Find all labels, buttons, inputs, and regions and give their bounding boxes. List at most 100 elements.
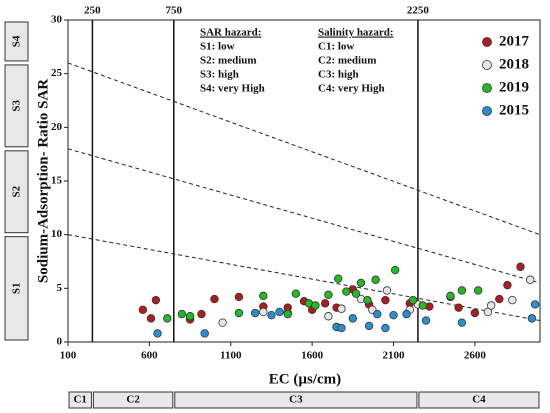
data-point xyxy=(275,307,284,317)
x-tick-label: 1600 xyxy=(301,350,324,362)
sar-class-box xyxy=(4,150,29,234)
salinity-class-label: C4 xyxy=(472,394,486,406)
data-point xyxy=(320,299,330,308)
data-point xyxy=(138,305,148,314)
boundary-line xyxy=(67,234,541,322)
data-point xyxy=(333,274,343,283)
x-axis-title: EC (µs/cm) xyxy=(269,371,341,387)
data-point xyxy=(389,310,398,320)
data-point xyxy=(153,329,162,338)
data-point xyxy=(418,301,428,310)
data-point xyxy=(151,295,161,305)
sar-class-label: S4 xyxy=(11,35,23,47)
legend-label: 2017 xyxy=(499,33,530,49)
x-tick-label: 2100 xyxy=(383,350,406,362)
data-point xyxy=(408,295,418,305)
data-point xyxy=(495,294,504,304)
hazard-item: C4: very High xyxy=(318,83,385,95)
sar-class-label: S2 xyxy=(11,185,23,197)
salinity-class-box xyxy=(68,391,92,409)
data-point xyxy=(218,318,227,327)
hazard-item: S1: low xyxy=(200,41,235,53)
data-point xyxy=(371,275,380,284)
x-tick-label: 100 xyxy=(60,350,77,362)
data-point xyxy=(454,303,463,312)
data-point xyxy=(446,291,455,301)
data-point xyxy=(381,295,390,305)
x-tick-label: 600 xyxy=(141,350,158,362)
y-tick-label: 15 xyxy=(51,175,63,187)
legend-marker xyxy=(482,106,492,116)
data-point xyxy=(259,291,268,301)
data-point xyxy=(311,301,320,310)
data-point xyxy=(185,312,195,321)
data-point xyxy=(457,318,467,327)
salinity-class-label: C3 xyxy=(289,394,303,406)
hazard-title: SAR hazard: xyxy=(200,27,261,39)
data-point xyxy=(526,275,535,284)
data-point xyxy=(342,287,351,296)
data-point xyxy=(337,323,346,333)
data-point xyxy=(390,265,400,275)
data-point xyxy=(503,280,512,290)
data-point xyxy=(373,309,382,319)
sar-class-label: S1 xyxy=(11,283,23,295)
data-point xyxy=(291,289,301,298)
data-point xyxy=(324,312,333,321)
data-point xyxy=(267,310,276,320)
legend-label: 2015 xyxy=(499,102,529,118)
data-point xyxy=(283,309,292,319)
hazard-item: S3: high xyxy=(200,69,239,81)
data-point xyxy=(382,286,392,295)
sar-class-box xyxy=(4,21,29,62)
data-point xyxy=(457,286,467,295)
boundary-line xyxy=(67,148,541,284)
data-point xyxy=(234,292,244,302)
salinity-class-box xyxy=(418,391,540,409)
legend-marker xyxy=(482,83,492,93)
legend-marker xyxy=(482,37,492,47)
hazard-item: C1: low xyxy=(318,41,354,53)
data-point xyxy=(527,314,537,323)
data-point xyxy=(177,309,187,319)
y-tick-label: 25 xyxy=(51,67,63,79)
data-point xyxy=(324,290,333,299)
data-point xyxy=(381,323,390,333)
salinity-class-label: C1 xyxy=(73,394,86,406)
class-line-label: 250 xyxy=(84,5,101,17)
data-point xyxy=(530,300,540,309)
data-point xyxy=(364,321,374,331)
y-tick-label: 5 xyxy=(57,282,63,294)
data-point xyxy=(356,278,366,288)
data-point xyxy=(200,329,209,338)
y-tick-label: 10 xyxy=(51,228,63,240)
sar-class-label: S3 xyxy=(11,100,23,112)
plot-frame xyxy=(67,19,541,343)
class-line-label: 750 xyxy=(166,5,183,17)
data-point xyxy=(210,294,219,304)
y-tick-label: 20 xyxy=(51,121,63,133)
y-tick-label: 0 xyxy=(57,336,63,348)
y-tick-label: 30 xyxy=(51,14,63,26)
data-point xyxy=(516,262,525,272)
data-point xyxy=(421,316,431,325)
data-point xyxy=(351,289,361,298)
legend-label: 2018 xyxy=(499,56,529,72)
salinity-class-box xyxy=(92,391,174,409)
data-point xyxy=(197,309,206,319)
data-point xyxy=(250,308,260,318)
data-point xyxy=(234,308,244,318)
sar-class-box xyxy=(4,64,29,148)
data-point xyxy=(146,314,156,323)
data-point xyxy=(486,301,496,310)
sar-class-box xyxy=(4,236,29,341)
data-point xyxy=(508,295,517,305)
hazard-title: Salinity hazard: xyxy=(318,27,393,39)
data-point xyxy=(259,307,268,317)
hazard-item: C3: high xyxy=(318,69,359,81)
hazard-item: S4: very High xyxy=(200,83,265,95)
salinity-class-box xyxy=(174,391,418,409)
y-axis-title: Sodium-Adsorption- Ratio SAR xyxy=(35,79,51,283)
data-point xyxy=(163,314,172,323)
